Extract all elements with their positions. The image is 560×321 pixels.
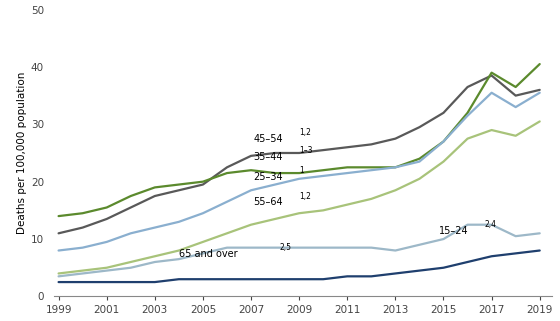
- Text: 1,2: 1,2: [299, 128, 311, 137]
- Text: 35–44: 35–44: [254, 152, 283, 161]
- Y-axis label: Deaths per 100,000 population: Deaths per 100,000 population: [17, 72, 27, 234]
- Text: 15–24: 15–24: [438, 226, 468, 236]
- Text: 25–34: 25–34: [254, 172, 283, 182]
- Text: 1,2: 1,2: [299, 192, 311, 201]
- Text: 2,4: 2,4: [484, 220, 496, 229]
- Text: 45–54: 45–54: [254, 134, 283, 144]
- Text: 1–3: 1–3: [299, 146, 312, 155]
- Text: 65 and over: 65 and over: [179, 249, 237, 259]
- Text: 1: 1: [299, 166, 304, 175]
- Text: 55–64: 55–64: [254, 197, 283, 207]
- Text: 2,5: 2,5: [279, 243, 291, 252]
